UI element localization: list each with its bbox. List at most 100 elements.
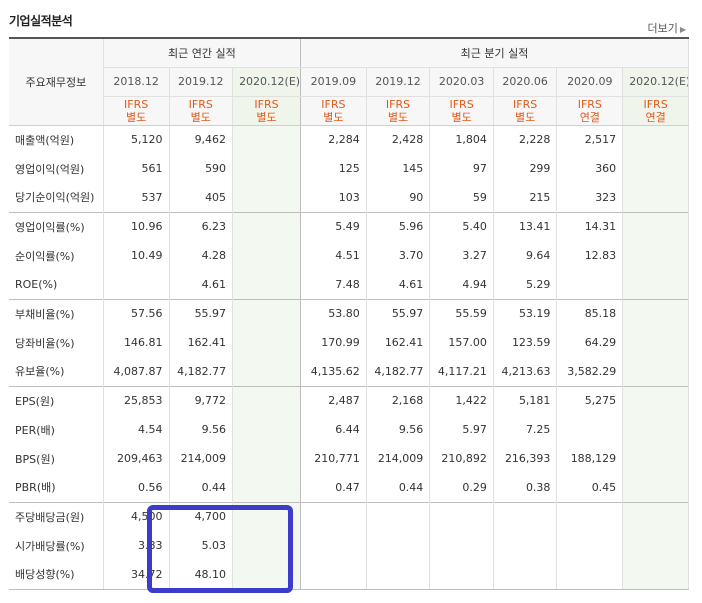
row-label: PBR(배) [9,473,104,502]
value-cell [429,501,494,531]
value-cell: 53.80 [300,298,367,328]
header-date: 2020.12(E) [622,67,689,97]
value-cell: 157.00 [429,328,494,357]
value-cell: 4.94 [429,270,494,299]
header-ifrs: IFRS 별도 [366,96,431,126]
row-label: 당기순이익(억원) [9,183,104,212]
table-row: 부채비율(%) 57.56 55.97 53.80 55.97 55.59 53.19 85.… [9,298,689,328]
value-cell [622,298,689,328]
value-cell: 0.44 [366,473,431,502]
value-cell: 5.49 [300,211,367,241]
value-cell: 162.41 [169,328,234,357]
table-row: 당기순이익(억원) 537 405 103 90 59 215 323 [9,183,689,212]
value-cell: 2,168 [366,385,431,415]
header-ifrs: IFRS 별도 [300,96,367,126]
value-cell: 214,009 [366,444,431,473]
value-cell [493,560,558,590]
table-row: EPS(원) 25,853 9,772 2,487 2,168 1,422 5,181 5,2… [9,385,689,415]
value-cell [493,531,558,560]
value-cell [232,560,301,590]
value-cell: 4,135.62 [300,357,367,386]
value-cell: 3.27 [429,241,494,270]
value-cell: 48.10 [169,560,234,590]
header-ifrs: IFRS 별도 [232,96,301,126]
header-ifrs: IFRS 연결 [556,96,624,126]
value-cell [622,531,689,560]
table-row: BPS(원) 209,463 214,009 210,771 214,009 210,89… [9,444,689,473]
value-cell [232,501,301,531]
value-cell: 0.29 [429,473,494,502]
value-cell: 5.96 [366,211,431,241]
value-cell: 25,853 [103,385,170,415]
ifrs-type: 별도 [323,110,344,124]
value-cell: 5.03 [169,531,234,560]
table-row: 매출액(억원) 5,120 9,462 2,284 2,428 1,804 2,228 2,5… [9,125,689,154]
ifrs-label: IFRS [124,97,149,111]
header-ifrs: IFRS 별도 [103,96,170,126]
value-cell: 145 [366,154,431,183]
row-label: 순이익률(%) [9,241,104,270]
ifrs-type: 별도 [190,110,211,124]
value-cell [232,473,301,502]
more-link[interactable]: 더보기 ▶ [647,20,686,36]
value-cell: 90 [366,183,431,212]
value-cell: 170.99 [300,328,367,357]
row-label: 매출액(억원) [9,125,104,154]
ifrs-label: IFRS [577,97,602,111]
value-cell: 0.44 [169,473,234,502]
value-cell: 2,487 [300,385,367,415]
value-cell [232,415,301,444]
row-head-label: 주요재무정보 [9,37,104,126]
header-ifrs: IFRS 별도 [493,96,558,126]
value-cell [622,328,689,357]
value-cell [366,501,431,531]
value-cell: 9.64 [493,241,558,270]
value-cell: 85.18 [556,298,624,328]
annual-group-header: 최근 연간 실적 [103,37,302,68]
value-cell: 5,181 [493,385,558,415]
value-cell: 64.29 [556,328,624,357]
value-cell: 103 [300,183,367,212]
value-cell: 55.97 [366,298,431,328]
section-title: 기업실적분석 [9,14,73,28]
row-label: ROE(%) [9,270,104,299]
value-cell [622,183,689,212]
value-cell: 2,517 [556,125,624,154]
ifrs-type: 별도 [126,110,147,124]
value-cell [300,560,367,590]
value-cell [232,211,301,241]
value-cell: 97 [429,154,494,183]
value-cell [300,531,367,560]
value-cell: 55.97 [169,298,234,328]
table-row: 유보율(%) 4,087.87 4,182.77 4,135.62 4,182.77 4,… [9,357,689,386]
value-cell: 4.61 [366,270,431,299]
value-cell: 162.41 [366,328,431,357]
value-cell: 214,009 [169,444,234,473]
ifrs-type: 별도 [515,110,536,124]
header-date-row: 2018.12 2019.12 2020.12(E) 2019.09 2019.12 20… [9,67,689,97]
quarter-group-header: 최근 분기 실적 [300,37,689,68]
value-cell: 34.72 [103,560,170,590]
value-cell [622,125,689,154]
table-row: 배당성향(%) 34.72 48.10 [9,560,689,590]
value-cell: 360 [556,154,624,183]
value-cell: 561 [103,154,170,183]
ifrs-label: IFRS [449,97,474,111]
value-cell: 7.25 [493,415,558,444]
value-cell [232,444,301,473]
table-row: 순이익률(%) 10.49 4.28 4.51 3.70 3.27 9.64 12.83 [9,241,689,270]
value-cell: 2,228 [493,125,558,154]
value-cell: 4.54 [103,415,170,444]
value-cell: 323 [556,183,624,212]
value-cell [232,125,301,154]
value-cell: 53.19 [493,298,558,328]
value-cell: 590 [169,154,234,183]
value-cell [493,501,558,531]
row-label: EPS(원) [9,385,104,415]
value-cell: 5,275 [556,385,624,415]
more-link-label[interactable]: 더보기 [647,22,678,35]
value-cell: 209,463 [103,444,170,473]
ifrs-label: IFRS [385,97,411,111]
value-cell [232,183,301,212]
value-cell: 216,393 [493,444,558,473]
